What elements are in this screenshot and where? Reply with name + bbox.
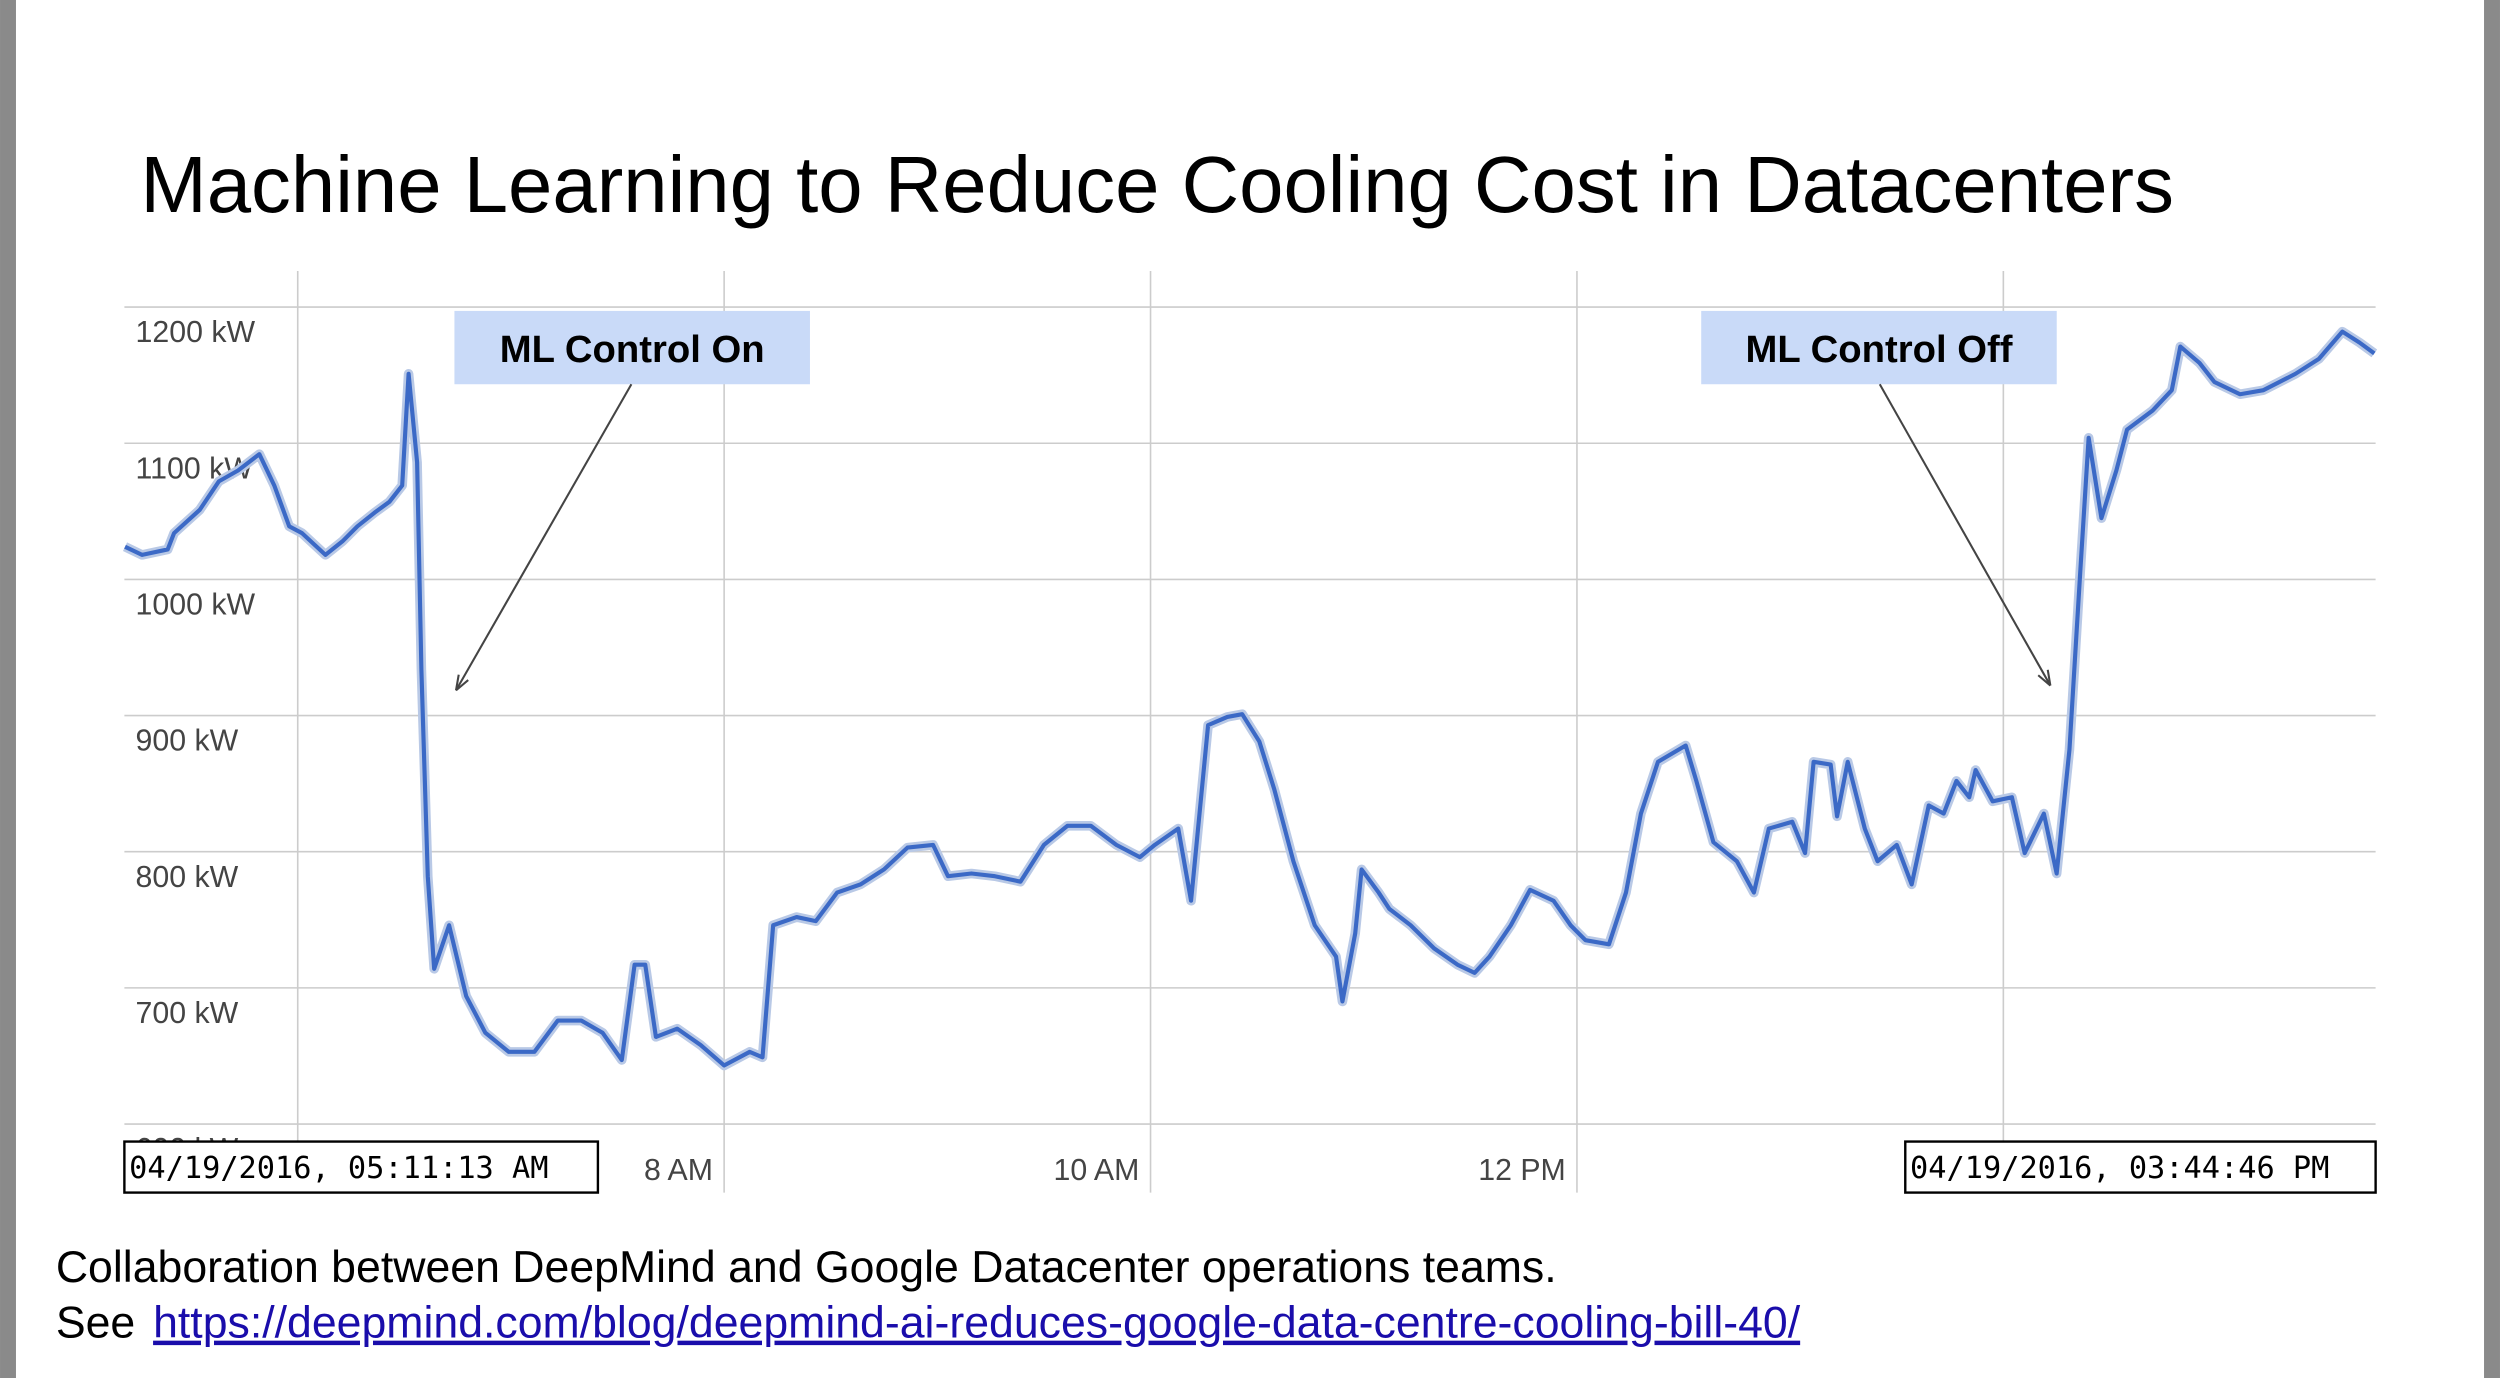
y-tick-label: 1200 kW [136, 316, 256, 349]
arrow-head [2037, 669, 2052, 687]
annotation-box [454, 310, 810, 385]
x-tick-label: 8 AM [644, 1154, 713, 1187]
y-tick-label: 1000 kW [136, 588, 256, 621]
line [124, 329, 2376, 1068]
left-border [0, 0, 16, 1378]
line-band [122, 326, 2378, 1071]
range-box [1904, 1140, 2377, 1194]
y-tick-label: 800 kW [136, 861, 239, 894]
arrow-head [454, 674, 469, 692]
range-label: 04/19/2016, 05:11:13 AM [129, 1151, 548, 1186]
link[interactable]: https://deepmind.com/blog/deepmind-ai-re… [153, 1299, 1801, 1348]
range-box [123, 1140, 600, 1194]
chart-title: Machine Learning to Reduce Cooling Cost … [140, 140, 2174, 229]
y-tick-label: 700 kW [136, 997, 239, 1030]
y-tick-label: 900 kW [136, 725, 239, 758]
annotation-arrow [1878, 383, 2052, 687]
range-label: 04/19/2016, 03:44:46 PM [1910, 1151, 2329, 1186]
right-border [2484, 0, 2500, 1378]
annotation-arrow [455, 383, 633, 691]
annotation-text: ML Control On [500, 328, 765, 371]
caption: Collaboration between DeepMind and Googl… [56, 1243, 1557, 1292]
x-tick-label: 10 AM [1054, 1154, 1140, 1187]
annotation-text: ML Control Off [1745, 328, 2012, 371]
see-label: See [56, 1299, 135, 1348]
x-tick-label: 12 PM [1478, 1154, 1566, 1187]
annotation-box [1701, 310, 2057, 385]
link-text[interactable]: https://deepmind.com/blog/deepmind-ai-re… [153, 1299, 1801, 1348]
